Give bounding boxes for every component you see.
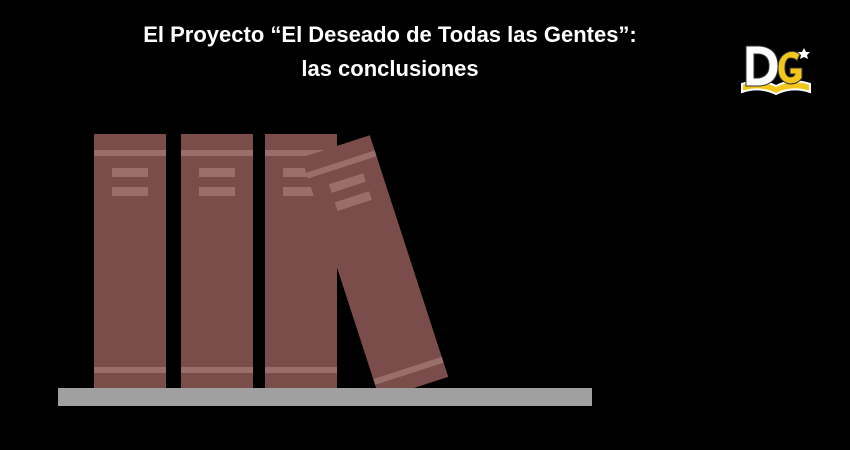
deseado-logo: [741, 45, 811, 96]
title-line-2: las conclusiones: [301, 56, 479, 81]
star-icon: [798, 48, 810, 59]
logo-letter-g: [777, 50, 803, 85]
page-title: El Proyecto “El Deseado de Todas las Gen…: [40, 18, 740, 86]
book-1: [94, 134, 166, 388]
book-4-leaning: [301, 135, 449, 400]
shelf: [58, 388, 592, 406]
title-line-1: El Proyecto “El Deseado de Todas las Gen…: [143, 22, 637, 47]
book-2: [181, 134, 253, 388]
